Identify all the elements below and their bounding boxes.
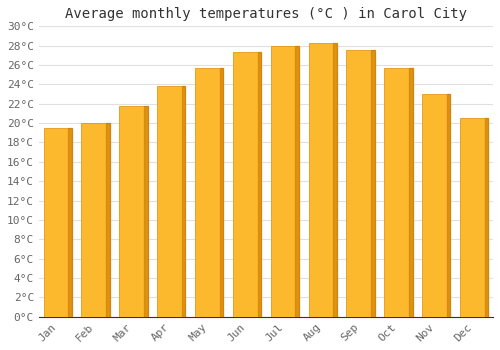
Bar [384, 68, 412, 317]
Bar [157, 86, 186, 317]
Bar [68, 128, 72, 317]
Bar [144, 106, 148, 317]
Title: Average monthly temperatures (°C ) in Carol City: Average monthly temperatures (°C ) in Ca… [65, 7, 467, 21]
Bar [308, 43, 337, 317]
Bar [44, 128, 72, 317]
Bar [460, 118, 488, 317]
Bar [182, 86, 186, 317]
Bar [220, 68, 224, 317]
Bar [195, 68, 224, 317]
Bar [333, 43, 337, 317]
Bar [447, 94, 450, 317]
Bar [119, 106, 148, 317]
Bar [233, 52, 261, 317]
Bar [346, 49, 375, 317]
Bar [106, 123, 110, 317]
Bar [409, 68, 412, 317]
Bar [371, 49, 375, 317]
Bar [258, 52, 261, 317]
Bar [270, 46, 299, 317]
Bar [484, 118, 488, 317]
Bar [422, 94, 450, 317]
Bar [82, 123, 110, 317]
Bar [296, 46, 299, 317]
